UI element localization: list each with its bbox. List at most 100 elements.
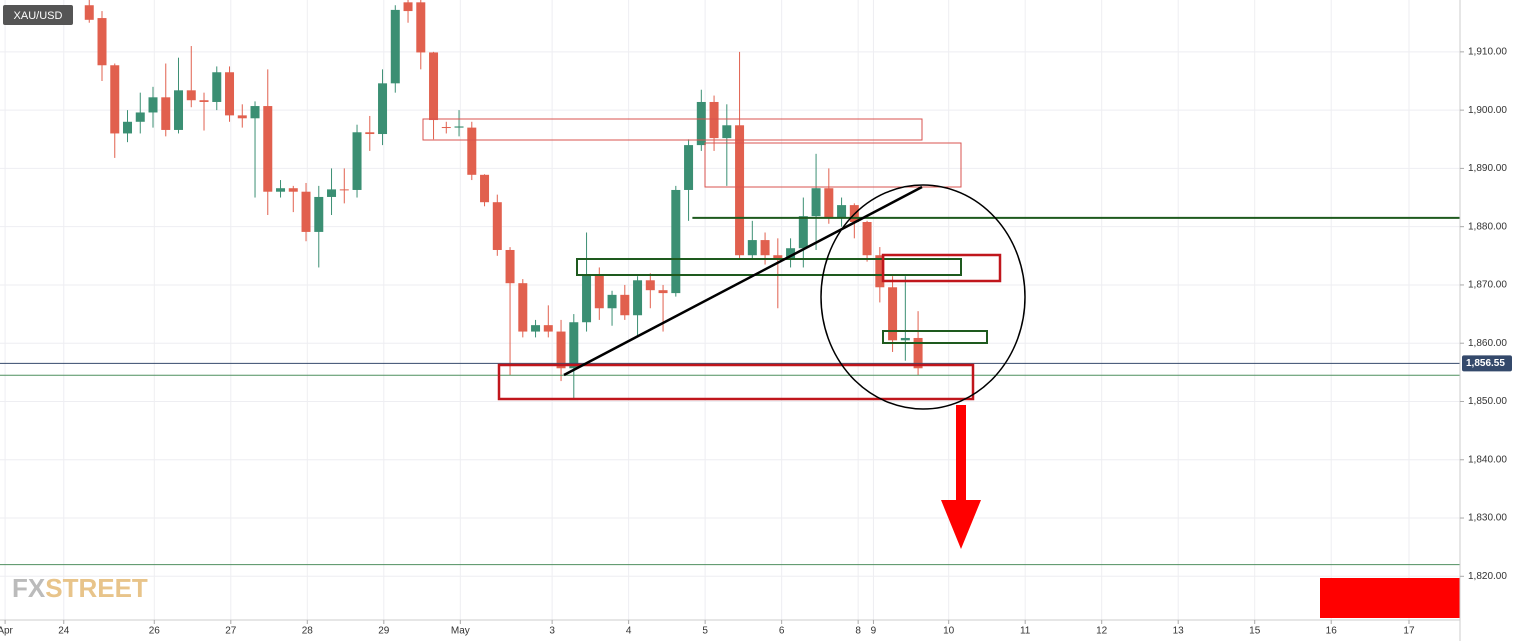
circle bbox=[820, 184, 1026, 410]
candle-body bbox=[913, 337, 923, 369]
symbol: XAU/USD bbox=[14, 10, 63, 22]
candle-body bbox=[582, 275, 592, 323]
candle-body bbox=[569, 322, 579, 369]
candle-body bbox=[531, 325, 541, 332]
axes: 1,820.00 1,830.00 1,840.00 1,850.00 1,860.00… bbox=[0, 47, 1512, 637]
candle-body bbox=[314, 196, 324, 232]
y-tick-label: 1,900.00 bbox=[1468, 105, 1507, 116]
zone-box bbox=[576, 258, 962, 276]
candle-body bbox=[84, 5, 94, 20]
candle-body bbox=[735, 125, 745, 256]
candle-body bbox=[760, 240, 770, 256]
candle-body bbox=[671, 189, 681, 294]
y-tick-label: 1,880.00 bbox=[1468, 221, 1507, 232]
x-tick-label: 27 bbox=[225, 626, 237, 637]
candle-body bbox=[403, 2, 413, 12]
candle-body bbox=[709, 101, 719, 139]
candle-body bbox=[250, 106, 260, 119]
candle-body bbox=[441, 127, 451, 129]
candle-body bbox=[645, 280, 655, 291]
candle-body bbox=[352, 132, 362, 190]
candle-body bbox=[237, 115, 247, 119]
candles bbox=[0, 0, 1460, 566]
candle-body bbox=[263, 106, 273, 192]
x-tick-label: 6 bbox=[779, 626, 785, 637]
candle-body bbox=[378, 83, 388, 135]
logo-part: STREET bbox=[45, 573, 148, 603]
candle-body bbox=[480, 174, 490, 203]
candle-body bbox=[862, 222, 872, 256]
candle-body bbox=[747, 240, 757, 256]
candle-body bbox=[339, 189, 349, 191]
x-tick-label: May bbox=[451, 626, 470, 637]
candle-body bbox=[288, 188, 298, 192]
candle-body bbox=[161, 97, 171, 130]
candle-body bbox=[722, 125, 732, 139]
candle-body bbox=[824, 188, 834, 218]
y-tick-label: 1,910.00 bbox=[1468, 47, 1507, 58]
x-tick-label: 5 bbox=[702, 626, 708, 637]
x-tick-label: 26 bbox=[149, 626, 161, 637]
candle-body bbox=[620, 294, 630, 316]
x-tick-label: 8 bbox=[855, 626, 861, 637]
candle-body bbox=[148, 97, 158, 113]
y-tick-label: 1,820.00 bbox=[1468, 571, 1507, 582]
symbol-badge bbox=[3, 5, 73, 25]
y-tick-label: 1,860.00 bbox=[1468, 338, 1507, 349]
x-tick-label: 9 bbox=[871, 626, 877, 637]
candle-body bbox=[467, 127, 477, 175]
y-tick-label: 1,830.00 bbox=[1468, 513, 1507, 524]
x-tick-label: 3 bbox=[549, 626, 555, 637]
candle-body bbox=[225, 72, 235, 116]
candle-body bbox=[110, 65, 120, 134]
logo-part: FX bbox=[12, 573, 46, 603]
x-tick-label: 10 bbox=[943, 626, 955, 637]
candle-body bbox=[607, 294, 617, 309]
zone-box bbox=[422, 118, 923, 141]
candle-body bbox=[875, 255, 885, 288]
candle-body bbox=[798, 216, 808, 249]
candle-body bbox=[811, 188, 821, 217]
x-tick-label: 16 bbox=[1326, 626, 1338, 637]
candle-body bbox=[454, 126, 464, 128]
candle-body bbox=[543, 325, 553, 332]
candle-body bbox=[199, 100, 209, 102]
x-tick-label: 4 bbox=[626, 626, 632, 637]
grid bbox=[0, 0, 1460, 620]
arrow-head bbox=[941, 500, 981, 549]
candle-body bbox=[390, 9, 400, 84]
candle-body bbox=[658, 290, 668, 294]
candle-body bbox=[684, 145, 694, 190]
candle-body bbox=[301, 191, 311, 232]
candle-body bbox=[773, 255, 783, 259]
y-tick-label: 1,840.00 bbox=[1468, 454, 1507, 465]
candle-body bbox=[365, 132, 375, 135]
candle-body bbox=[518, 283, 528, 332]
candle-body bbox=[594, 275, 604, 309]
candle-body bbox=[429, 52, 439, 121]
x-tick-label: 28 bbox=[302, 626, 314, 637]
last-price-label: 1,856.55 bbox=[1466, 358, 1505, 369]
x-tick-label: 24 bbox=[58, 626, 70, 637]
arrow-shaft bbox=[956, 405, 966, 502]
x-tick-label: 12 bbox=[1096, 626, 1108, 637]
drawings bbox=[422, 118, 1460, 618]
x-tick-label: 13 bbox=[1173, 626, 1185, 637]
y-tick-label: 1,890.00 bbox=[1468, 163, 1507, 174]
candle-body bbox=[900, 337, 910, 341]
candle-body bbox=[174, 90, 184, 130]
candle-body bbox=[786, 248, 796, 259]
zone-box bbox=[704, 142, 962, 188]
x-tick-label: 29 bbox=[378, 626, 390, 637]
trendline bbox=[563, 185, 923, 377]
red-block bbox=[1320, 578, 1460, 618]
candle-body bbox=[135, 112, 145, 122]
candle-body bbox=[837, 205, 847, 218]
zone-box bbox=[881, 253, 1002, 283]
zone-box bbox=[882, 330, 988, 344]
zone-box bbox=[497, 363, 975, 401]
candle-body bbox=[416, 2, 426, 53]
candle-body bbox=[97, 18, 107, 66]
candle-body bbox=[505, 249, 515, 284]
